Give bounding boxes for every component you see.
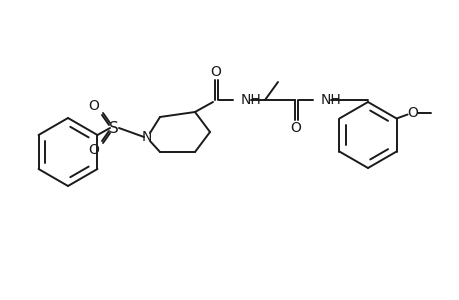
Text: O: O: [89, 99, 99, 113]
Text: N: N: [141, 130, 152, 144]
Text: NH: NH: [320, 93, 341, 107]
Text: O: O: [210, 65, 221, 79]
Text: NH: NH: [241, 93, 261, 107]
Text: O: O: [89, 143, 99, 157]
Text: O: O: [290, 121, 301, 135]
Text: S: S: [109, 121, 118, 136]
Text: O: O: [406, 106, 417, 119]
